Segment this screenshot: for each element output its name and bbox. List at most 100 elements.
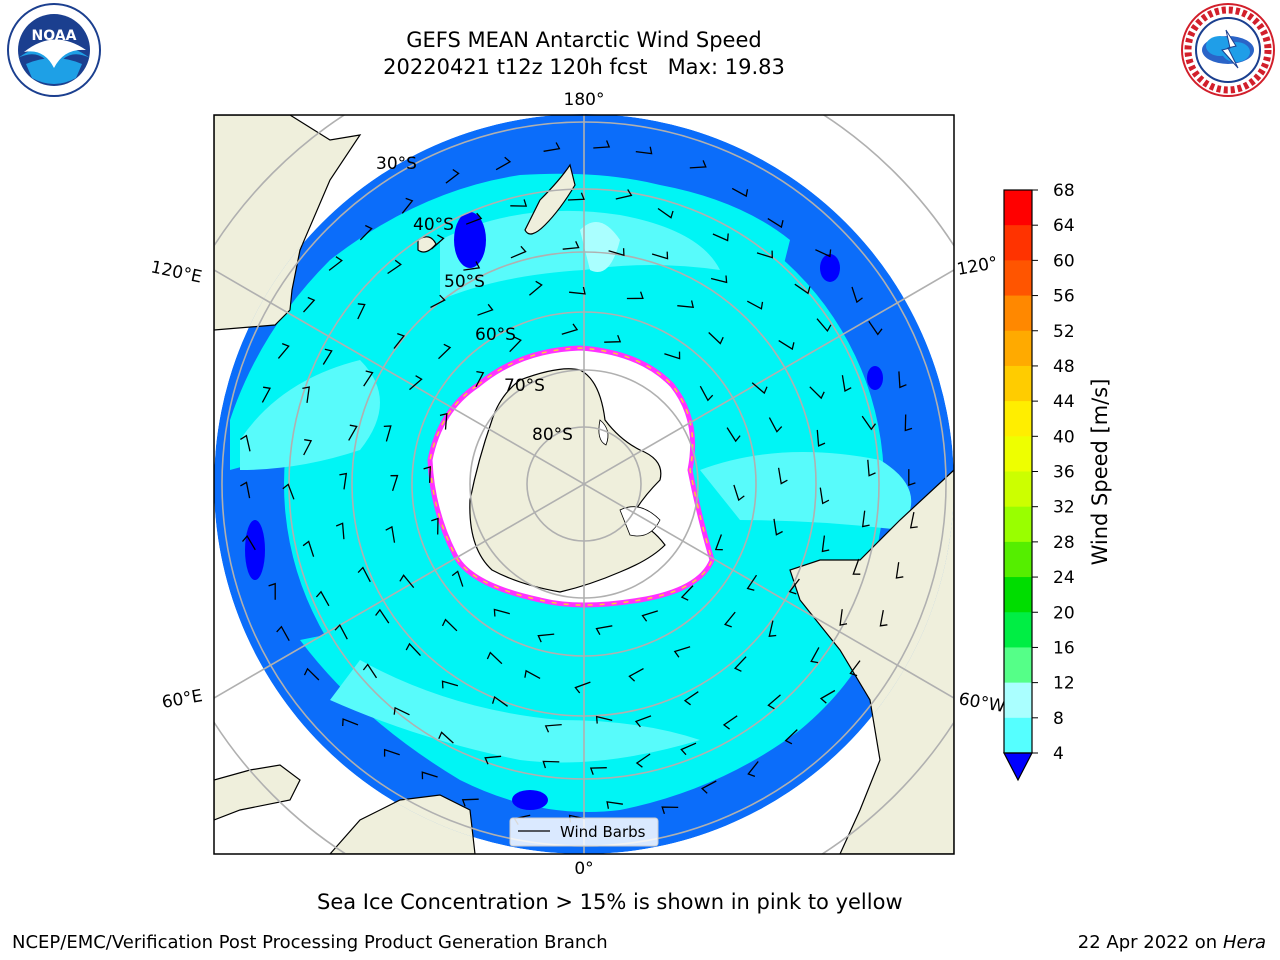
wind-barb	[562, 241, 580, 250]
ronne-ice-shelf	[619, 506, 661, 537]
wind-barb	[879, 609, 888, 627]
wind-barb	[778, 340, 795, 351]
wind-barb	[390, 474, 399, 491]
lat-label-50: 50°S	[444, 272, 485, 292]
wind-barb	[867, 459, 876, 477]
wind-barb	[767, 218, 784, 229]
colorbar-band	[1004, 471, 1032, 508]
wind-barb	[595, 715, 613, 724]
wind-barb	[493, 608, 510, 617]
wind-barb	[724, 611, 736, 628]
wind-barb	[477, 303, 494, 316]
colorbar-tick-label: 40	[1053, 427, 1075, 447]
wind-barb	[683, 691, 699, 706]
footer-host: Hera	[1222, 932, 1266, 953]
wind-barb	[240, 481, 251, 499]
wind-barb	[441, 680, 459, 689]
wind-barb	[542, 760, 560, 769]
wind-barb	[734, 656, 747, 672]
wind-barb	[335, 522, 345, 540]
wind-barb	[680, 585, 694, 601]
wind-barb	[689, 160, 707, 169]
wind-barb	[475, 370, 485, 388]
wind-barb	[606, 801, 623, 809]
wind-barb	[277, 342, 290, 359]
wind-barb	[451, 570, 464, 587]
meridian-60e-120w	[263, 298, 905, 670]
wind-barb	[261, 386, 272, 403]
wind-barb	[401, 197, 414, 214]
wind-barb	[421, 771, 438, 780]
wind-barb	[589, 767, 607, 775]
wind-barb	[393, 706, 410, 716]
colorbar-band	[1004, 295, 1032, 332]
wind-barb	[767, 694, 781, 710]
wind-barb	[699, 385, 714, 402]
latitude-labels: 30°S 40°S 50°S 60°S 70°S 80°S	[376, 154, 573, 445]
lat-label-40: 40°S	[413, 215, 454, 235]
wind-barb	[615, 189, 633, 200]
colorbar-band	[1004, 612, 1032, 648]
wind-barb	[302, 540, 315, 557]
wind-barb	[904, 414, 913, 432]
lon-label-60e: 60°E	[160, 686, 204, 713]
wind-barb	[315, 590, 330, 607]
wind-barb	[409, 375, 423, 391]
wind-barb	[773, 518, 783, 536]
chart-subtitle: 20220421 t12z 120h fcst Max: 19.83	[383, 55, 785, 79]
wind-barb	[868, 320, 883, 336]
wind-barb	[509, 336, 522, 353]
wind-barb	[651, 251, 669, 260]
wind-barb	[357, 303, 366, 320]
colorbar-band	[1004, 225, 1032, 261]
wind-barb	[628, 668, 644, 682]
wind-barb	[777, 467, 788, 485]
wind-barb	[524, 669, 541, 679]
wind-barb	[608, 248, 625, 257]
wind-barb	[439, 412, 448, 430]
wind-barb	[431, 517, 439, 535]
colorbar-tick-label: 60	[1053, 251, 1075, 271]
wind-barb	[393, 332, 405, 349]
wind-barb	[809, 386, 825, 400]
colorbar-tick-label: 20	[1053, 603, 1075, 623]
wind-barb	[383, 425, 392, 442]
wind-barb	[816, 318, 832, 333]
wind-barb	[635, 753, 651, 768]
wind-barb	[593, 140, 611, 149]
footer-date-text: 22 Apr 2022 on	[1077, 932, 1223, 953]
colorbar-band	[1004, 190, 1032, 226]
wind-barb	[908, 469, 916, 487]
colorbar-tick-label: 48	[1053, 357, 1075, 377]
wind-barb	[486, 651, 503, 665]
wind-barb	[383, 748, 400, 757]
footer-date: 22 Apr 2022 on Hera	[1078, 932, 1266, 953]
wind-barb	[303, 296, 316, 313]
colorbar-tick-label: 64	[1053, 216, 1075, 236]
wind-barb	[423, 466, 431, 483]
lon-label-0: 0°	[574, 859, 593, 879]
wind-barb	[465, 212, 483, 225]
wind-barb	[430, 294, 446, 308]
colorbar-tick-label: 56	[1053, 287, 1075, 307]
wind-barb	[722, 715, 738, 730]
wind-barb	[747, 761, 759, 778]
wind-barb	[794, 283, 811, 295]
wind-barb	[714, 534, 723, 551]
wind-barb	[537, 633, 555, 643]
lat-label-60: 60°S	[475, 325, 516, 345]
colorbar-tick-label: 8	[1053, 709, 1064, 729]
wind-barb	[363, 370, 374, 387]
colorbar-band	[1004, 330, 1032, 367]
colorbar-band	[1004, 541, 1032, 578]
wind-barb	[574, 681, 591, 694]
wind-barb	[708, 332, 724, 345]
wind-barb	[348, 424, 358, 441]
wind-barb	[544, 723, 562, 733]
wind-barb	[528, 280, 543, 296]
wind-barb	[268, 582, 276, 600]
wind-barb	[634, 715, 652, 728]
wind-barb	[339, 472, 348, 490]
wind-barb	[909, 511, 918, 529]
